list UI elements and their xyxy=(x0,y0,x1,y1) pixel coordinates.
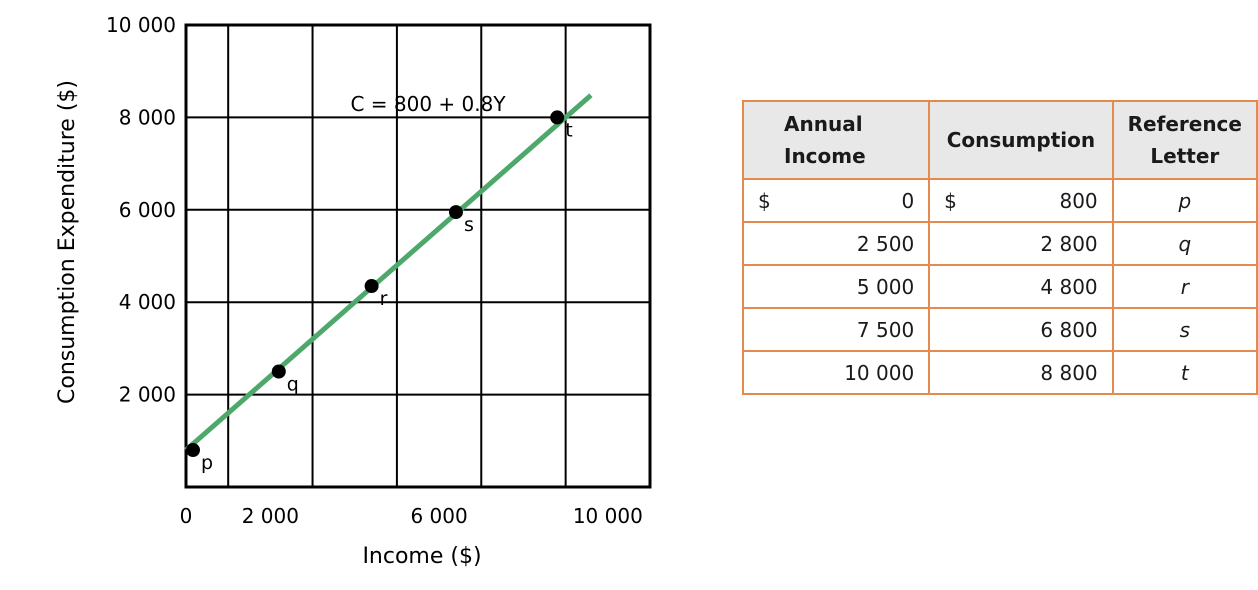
reference-cell: t xyxy=(1111,350,1258,395)
consumption-cell: 4 800 xyxy=(928,264,1114,309)
x-tick-label: 6 000 xyxy=(410,504,467,528)
col-header-annual-income: Annual Income xyxy=(741,100,931,180)
col-header-reference-letter: Reference Letter xyxy=(1111,100,1258,180)
income-consumption-table: Annual Income Consumption Reference Lett… xyxy=(741,100,1258,395)
table-row: $0 $800 p xyxy=(741,178,1258,223)
col-header-consumption: Consumption xyxy=(928,100,1114,180)
table-row: 2 500 2 800 q xyxy=(741,221,1258,266)
consumption-chart: C = 800 + 0.8Y p q r s t 0 2 000 6 000 10 000 2… xyxy=(55,13,652,569)
plot-frame xyxy=(184,23,652,489)
point-label-r: r xyxy=(380,288,388,310)
consumption-function-line xyxy=(184,93,593,452)
consumption-cell: $800 xyxy=(928,178,1114,223)
x-tick-labels: 0 2 000 6 000 10 000 xyxy=(180,504,643,528)
reference-cell: r xyxy=(1111,264,1258,309)
x-tick-label: 10 000 xyxy=(573,504,643,528)
y-tick-label: 10 000 xyxy=(106,13,176,37)
equation-annotation: C = 800 + 0.8Y xyxy=(350,92,506,116)
consumption-cell: 2 800 xyxy=(928,221,1114,266)
y-tick-label: 2 000 xyxy=(119,383,176,407)
point-label-q: q xyxy=(287,374,299,396)
y-tick-label: 6 000 xyxy=(119,198,176,222)
point-s xyxy=(448,205,463,220)
point-p xyxy=(186,443,200,458)
reference-cell: p xyxy=(1111,178,1258,223)
x-tick-label: 0 xyxy=(180,504,193,528)
income-cell: 5 000 xyxy=(741,264,931,309)
consumption-cell: 6 800 xyxy=(928,307,1114,352)
y-axis-label: Consumption Expenditure ($) xyxy=(55,80,80,404)
table-header-row: Annual Income Consumption Reference Lett… xyxy=(741,100,1258,180)
point-label-t: t xyxy=(565,119,572,141)
consumption-cell: 8 800 xyxy=(928,350,1114,395)
income-cell: $0 xyxy=(741,178,931,223)
point-r xyxy=(364,279,379,294)
reference-cell: q xyxy=(1111,221,1258,266)
point-label-p: p xyxy=(201,452,213,474)
income-cell: 7 500 xyxy=(741,307,931,352)
table-row: 10 000 8 800 t xyxy=(741,350,1258,395)
table-row: 7 500 6 800 s xyxy=(741,307,1258,352)
table-row: 5 000 4 800 r xyxy=(741,264,1258,309)
y-tick-labels: 2 000 4 000 6 000 8 000 10 000 xyxy=(106,13,176,407)
income-cell: 2 500 xyxy=(741,221,931,266)
y-tick-label: 8 000 xyxy=(119,105,176,129)
x-axis-label: Income ($) xyxy=(362,544,481,569)
y-tick-label: 4 000 xyxy=(119,290,176,314)
point-t xyxy=(550,110,565,125)
x-tick-label: 2 000 xyxy=(242,504,299,528)
reference-cell: s xyxy=(1111,307,1258,352)
income-cell: 10 000 xyxy=(741,350,931,395)
chart-points: p q r s t xyxy=(186,110,573,474)
point-label-s: s xyxy=(464,214,474,236)
point-q xyxy=(271,364,286,379)
